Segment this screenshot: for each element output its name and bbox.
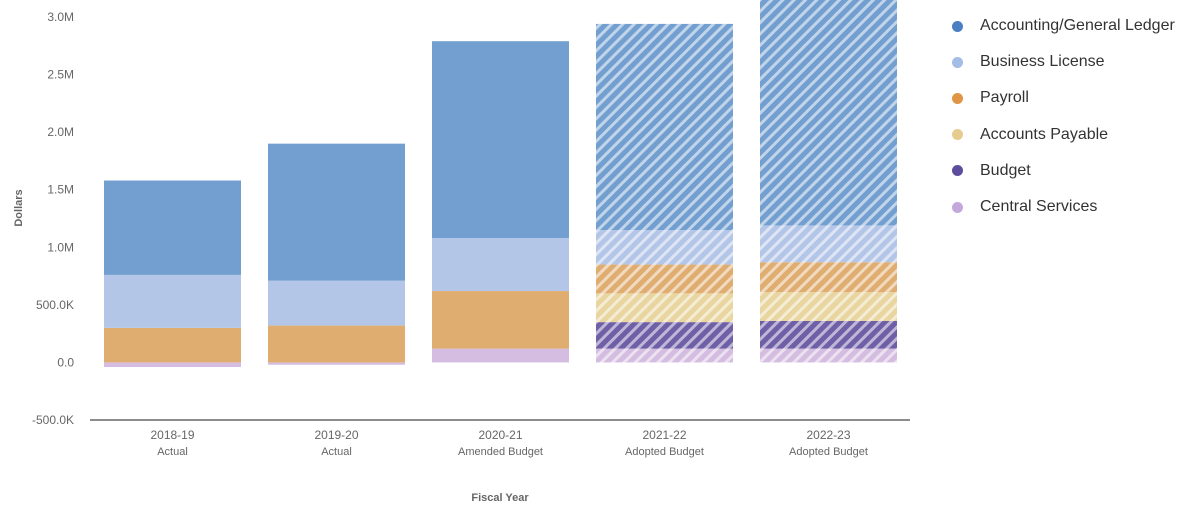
legend-label: Accounts Payable bbox=[980, 125, 1109, 143]
legend-label: Budget bbox=[980, 161, 1031, 179]
x-tick-label: 2021-22 bbox=[642, 428, 686, 442]
x-axis: 2018-19 Actual 2019-20 Actual 2020-21 Amended… bbox=[150, 428, 867, 458]
y-tick-label: 1.5M bbox=[47, 183, 74, 197]
y-tick-label: 2.5M bbox=[47, 68, 74, 82]
legend-dot-icon bbox=[952, 92, 963, 104]
y-axis-title: Dollars bbox=[13, 189, 25, 226]
bar-segment-payroll-2022-23[interactable] bbox=[760, 262, 897, 293]
legend-dot-icon bbox=[952, 201, 963, 213]
bar-segment-budget-2021-22[interactable] bbox=[596, 322, 733, 349]
x-tick-sublabel: Actual bbox=[321, 446, 352, 458]
legend-item[interactable]: Central Services bbox=[952, 189, 1175, 225]
bar-segment-accounting-general-ledger-2020-21[interactable] bbox=[432, 41, 569, 239]
y-axis: 3.0M 2.5M 2.0M 1.5M 1.0M 500.0K 0.0 -500.0K bbox=[32, 10, 74, 427]
bar-segment-central-services-2022-23[interactable] bbox=[760, 348, 897, 363]
bar-segment-accounting-general-ledger-2022-23[interactable] bbox=[760, 0, 897, 226]
bar-segment-central-services-2021-22[interactable] bbox=[596, 348, 733, 363]
y-tick-label: 3.0M bbox=[47, 10, 74, 24]
legend-label: Business License bbox=[980, 53, 1105, 71]
legend-item[interactable]: Business License bbox=[952, 44, 1175, 80]
x-tick-sublabel: Adopted Budget bbox=[789, 446, 868, 458]
x-tick-label: 2018-19 bbox=[150, 428, 194, 442]
legend-item[interactable]: Payroll bbox=[952, 80, 1175, 116]
y-tick-label: 2.0M bbox=[47, 125, 74, 139]
legend-label: Payroll bbox=[980, 89, 1029, 107]
legend-dot-icon bbox=[952, 56, 963, 68]
legend-dot-icon bbox=[952, 20, 963, 32]
legend-dot-icon bbox=[952, 129, 963, 141]
bar-segment-central-services-2019-20[interactable] bbox=[268, 362, 405, 365]
y-tick-label: -500.0K bbox=[32, 413, 74, 427]
bar-segment-central-services-2020-21[interactable] bbox=[432, 348, 569, 363]
bar-segment-accounts-payable-2022-23[interactable] bbox=[760, 292, 897, 321]
legend-item[interactable]: Accounts Payable bbox=[952, 117, 1175, 153]
bar-segment-central-services-2018-19[interactable] bbox=[104, 362, 241, 368]
bars bbox=[104, 0, 897, 368]
bar-segment-payroll-2019-20[interactable] bbox=[268, 325, 405, 363]
bar-segment-business-license-2020-21[interactable] bbox=[432, 238, 569, 292]
x-tick-sublabel: Amended Budget bbox=[458, 446, 543, 458]
y-tick-label: 1.0M bbox=[47, 240, 74, 254]
x-axis-title: Fiscal Year bbox=[471, 492, 529, 504]
legend-label: Accounting/General Ledger bbox=[980, 17, 1175, 35]
bar-segment-payroll-2020-21[interactable] bbox=[432, 291, 569, 349]
x-tick-sublabel: Adopted Budget bbox=[625, 446, 704, 458]
bar-segment-business-license-2018-19[interactable] bbox=[104, 274, 241, 328]
legend-label: Central Services bbox=[980, 198, 1098, 216]
x-tick-sublabel: Actual bbox=[157, 446, 188, 458]
bar-segment-payroll-2018-19[interactable] bbox=[104, 327, 241, 363]
x-tick-label: 2019-20 bbox=[314, 428, 358, 442]
x-tick-label: 2020-21 bbox=[478, 428, 522, 442]
y-tick-label: 500.0K bbox=[36, 298, 74, 312]
legend: Accounting/General Ledger Business Licens… bbox=[952, 8, 1175, 225]
bar-segment-accounting-general-ledger-2019-20[interactable] bbox=[268, 143, 405, 281]
bar-segment-business-license-2019-20[interactable] bbox=[268, 280, 405, 326]
bar-segment-budget-2022-23[interactable] bbox=[760, 320, 897, 349]
x-tick-label: 2022-23 bbox=[806, 428, 850, 442]
legend-dot-icon bbox=[952, 165, 963, 177]
bar-segment-accounting-general-ledger-2018-19[interactable] bbox=[104, 180, 241, 275]
y-tick-label: 0.0 bbox=[57, 355, 74, 369]
bar-segment-business-license-2021-22[interactable] bbox=[596, 230, 733, 265]
bar-segment-payroll-2021-22[interactable] bbox=[596, 264, 733, 294]
legend-item[interactable]: Accounting/General Ledger bbox=[952, 8, 1175, 44]
legend-item[interactable]: Budget bbox=[952, 153, 1175, 189]
bar-segment-accounts-payable-2021-22[interactable] bbox=[596, 293, 733, 323]
bar-segment-business-license-2022-23[interactable] bbox=[760, 225, 897, 263]
bar-segment-accounting-general-ledger-2021-22[interactable] bbox=[596, 23, 733, 231]
